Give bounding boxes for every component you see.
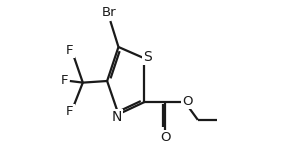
Text: F: F [66, 44, 74, 57]
Text: O: O [160, 131, 171, 144]
Text: S: S [144, 50, 152, 64]
Text: O: O [182, 95, 193, 108]
Text: F: F [66, 105, 74, 118]
Text: N: N [112, 110, 122, 124]
Text: Br: Br [101, 6, 116, 19]
Text: F: F [61, 75, 68, 87]
